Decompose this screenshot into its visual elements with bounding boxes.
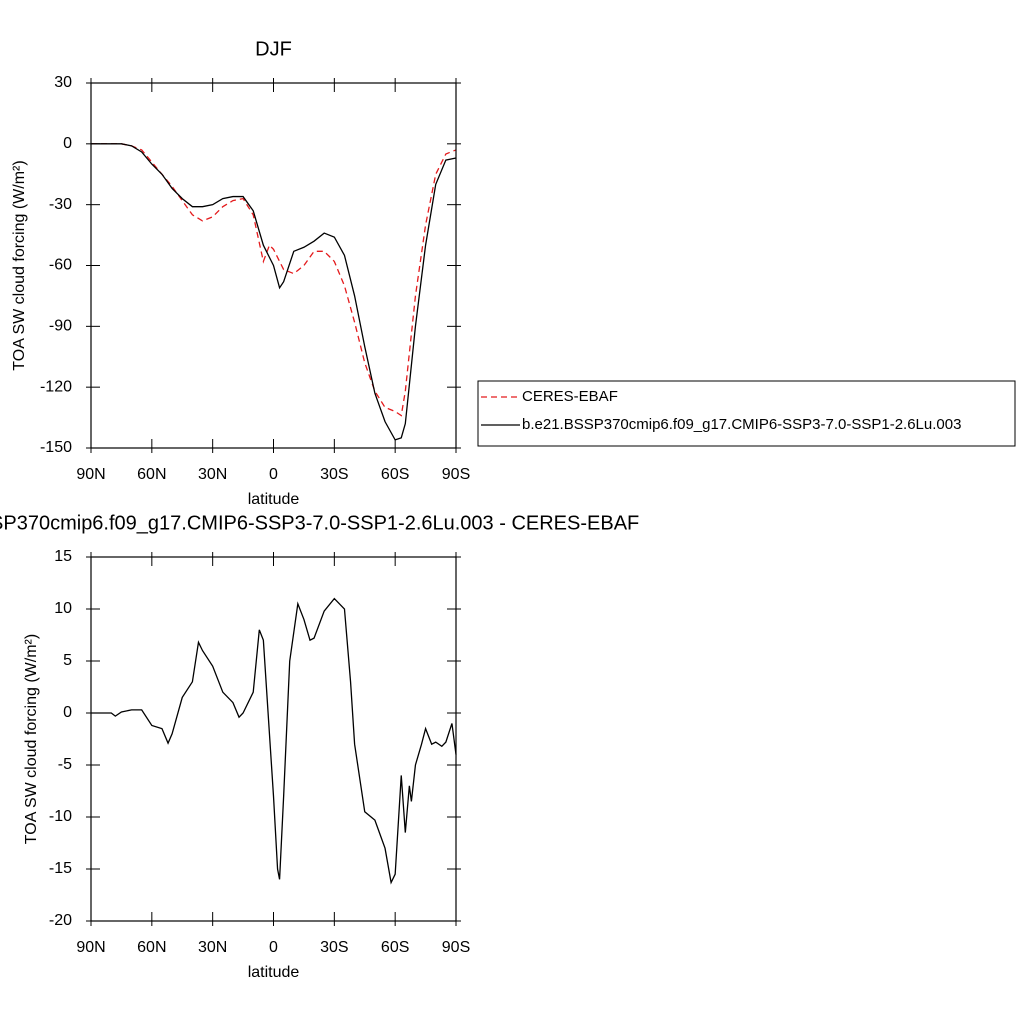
y-tick-label: -20	[49, 912, 72, 929]
plot-frame	[90, 82, 457, 449]
y-tick-label: 5	[63, 652, 72, 669]
y-tick-label: 15	[54, 548, 72, 565]
legend-box	[477, 380, 1016, 447]
y-tick-label: -60	[49, 257, 72, 274]
x-tick-label: 60S	[381, 466, 409, 483]
y-tick-label: 30	[54, 74, 72, 91]
y-tick-label: -150	[40, 439, 72, 456]
plot-frame	[90, 556, 457, 922]
x-tick-label: 60N	[137, 466, 166, 483]
y-tick-label: -90	[49, 318, 72, 335]
x-tick-label: 30S	[320, 466, 348, 483]
x-tick-label: 90N	[76, 939, 105, 956]
x-tick-label: 90N	[76, 466, 105, 483]
x-tick-label: 30S	[320, 939, 348, 956]
x-tick-label: 90S	[442, 939, 470, 956]
y-tick-label: -10	[49, 808, 72, 825]
y-tick-label: -120	[40, 378, 72, 395]
y-tick-label: 10	[54, 600, 72, 617]
legend-label: CERES-EBAF	[522, 388, 618, 405]
x-tick-label: 30N	[198, 466, 227, 483]
data-line	[91, 143, 457, 441]
y-tick-label: 0	[63, 135, 72, 152]
data-line	[91, 597, 457, 885]
x-tick-label: 90S	[442, 466, 470, 483]
x-axis-label: latitude	[248, 964, 300, 981]
y-tick-label: 0	[63, 704, 72, 721]
x-tick-label: 0	[269, 466, 278, 483]
x-tick-label: 30N	[198, 939, 227, 956]
y-axis-label: TOA SW cloud forcing (W/m²)	[11, 160, 28, 370]
chart-title: b.e21.BSSP370cmip6.f09_g17.CMIP6-SSP3-7.…	[0, 512, 639, 534]
x-tick-label: 0	[269, 939, 278, 956]
x-tick-label: 60N	[137, 939, 166, 956]
x-tick-label: 60S	[381, 939, 409, 956]
y-tick-label: -5	[58, 756, 72, 773]
y-tick-label: -30	[49, 196, 72, 213]
x-axis-label: latitude	[248, 491, 300, 508]
y-axis-label: TOA SW cloud forcing (W/m²)	[23, 634, 40, 844]
legend-label: b.e21.BSSP370cmip6.f09_g17.CMIP6-SSP3-7.…	[522, 416, 961, 433]
y-tick-label: -15	[49, 860, 72, 877]
chart-title: DJF	[255, 38, 292, 60]
data-line	[91, 143, 457, 417]
